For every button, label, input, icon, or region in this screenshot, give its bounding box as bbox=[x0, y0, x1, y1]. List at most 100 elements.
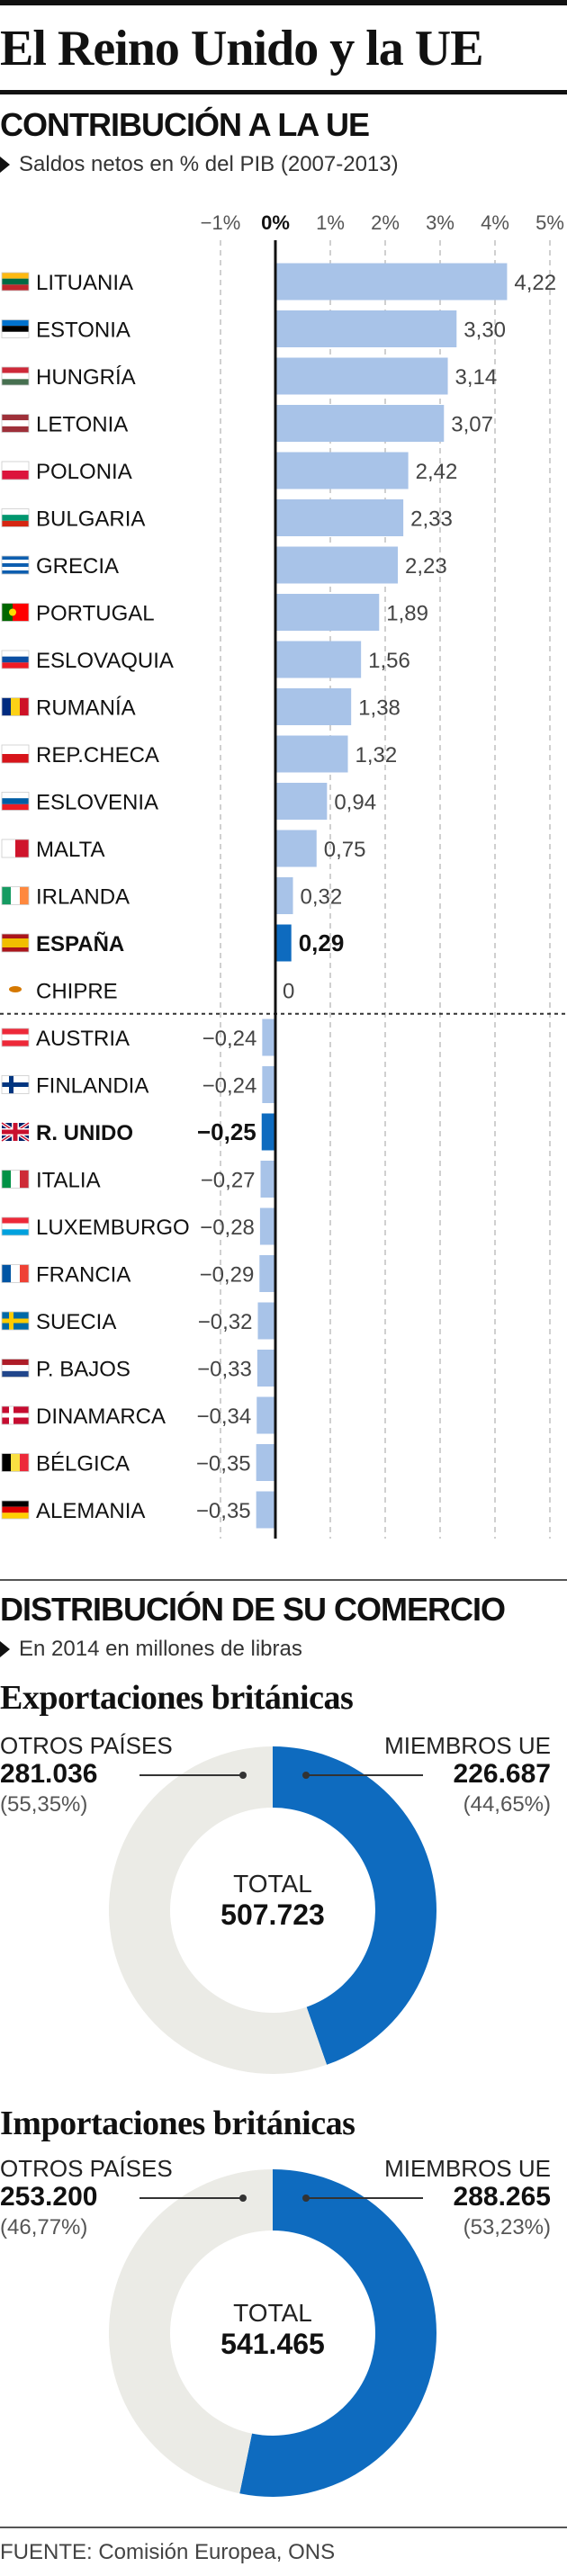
donut-slice-eu bbox=[239, 2169, 436, 2497]
uk-flag bbox=[0, 1121, 31, 1143]
value-label: 3,14 bbox=[455, 365, 498, 390]
category-label: FRANCIA bbox=[36, 1263, 130, 1288]
bar bbox=[275, 641, 362, 678]
donut-slice-eu bbox=[273, 1746, 437, 2065]
italy-flag bbox=[1, 1170, 30, 1189]
category-label: ESTONIA bbox=[36, 319, 130, 343]
bar bbox=[275, 924, 292, 962]
value-label: 1,56 bbox=[368, 649, 410, 673]
value-label: −0,32 bbox=[198, 1310, 253, 1334]
bar bbox=[275, 877, 293, 914]
bar bbox=[275, 310, 457, 347]
bar bbox=[256, 1396, 275, 1434]
donut-slice-others bbox=[108, 2169, 273, 2494]
value-label: −0,24 bbox=[202, 1027, 257, 1051]
imports-donut-chart bbox=[108, 2169, 436, 2497]
bar bbox=[275, 830, 317, 867]
category-label: REP.CHECA bbox=[36, 743, 159, 767]
exports-donut-chart bbox=[109, 1746, 437, 2074]
category-label: LUXEMBURGO bbox=[36, 1216, 190, 1240]
value-label: 2,42 bbox=[416, 460, 458, 484]
value-label: 0,94 bbox=[334, 791, 376, 815]
category-label: BULGARIA bbox=[36, 507, 145, 532]
triangle-bullet-icon bbox=[0, 157, 10, 173]
value-label: 0,32 bbox=[301, 885, 343, 910]
leader-dot-eu bbox=[302, 1772, 310, 1779]
category-label: GRECIA bbox=[36, 554, 119, 579]
value-label: 1,89 bbox=[386, 602, 428, 626]
contribution-bar-chart: −1% 0% 1% 2% 3% 4% 5% LITUANIA 4,22 ESTONIA 3,30 HU… bbox=[0, 211, 567, 1539]
imports-title: Importaciones británicas bbox=[0, 2105, 356, 2142]
tick-label: 2% bbox=[371, 211, 400, 234]
bulgaria-flag bbox=[1, 508, 30, 527]
category-label: DINAMARCA bbox=[36, 1405, 166, 1429]
exports-others-name: OTROS PAÍSES bbox=[0, 1732, 173, 1759]
tick-label: 0% bbox=[261, 211, 290, 234]
exports-others-pct: (55,35%) bbox=[0, 1792, 88, 1817]
category-label: SUECIA bbox=[36, 1310, 116, 1334]
section-divider bbox=[0, 1579, 567, 1581]
headline-rule bbox=[0, 90, 567, 94]
value-label: −0,33 bbox=[197, 1358, 252, 1382]
category-label: ALEMANIA bbox=[36, 1499, 145, 1523]
value-label: −0,35 bbox=[196, 1452, 251, 1476]
leader-dot-others bbox=[239, 1772, 247, 1779]
slovakia-flag bbox=[1, 650, 30, 669]
ireland-flag bbox=[1, 886, 30, 905]
top-rule bbox=[0, 0, 567, 5]
portugal-flag bbox=[1, 603, 30, 622]
bar bbox=[275, 357, 448, 395]
imports-total: TOTAL 541.465 bbox=[183, 2299, 363, 2360]
exports-others-value: 281.036 bbox=[0, 1759, 98, 1789]
value-label: 1,32 bbox=[356, 743, 398, 767]
value-label: 2,23 bbox=[405, 554, 447, 579]
category-label: CHIPRE bbox=[36, 980, 118, 1004]
category-label: LETONIA bbox=[36, 413, 128, 437]
tick-label: 4% bbox=[481, 211, 509, 234]
bar bbox=[275, 688, 352, 725]
hungary-flag bbox=[1, 366, 30, 386]
trade-subtitle: En 2014 en millones de libras bbox=[0, 1636, 302, 1663]
value-label: 0,75 bbox=[324, 838, 366, 862]
bar bbox=[275, 735, 348, 773]
belgium-flag bbox=[1, 1453, 30, 1472]
denmark-flag bbox=[1, 1405, 30, 1425]
value-label: 3,07 bbox=[451, 413, 493, 437]
malta-flag bbox=[1, 839, 30, 858]
contribution-title: CONTRIBUCIÓN A LA UE bbox=[0, 106, 370, 143]
imports-others-value: 253.200 bbox=[0, 2182, 98, 2212]
bar bbox=[275, 499, 404, 536]
leader-dot-eu bbox=[302, 2195, 310, 2202]
bar bbox=[262, 1066, 275, 1103]
exports-total: TOTAL 507.723 bbox=[183, 1870, 363, 1931]
category-label: RUMANÍA bbox=[36, 696, 136, 721]
finland-flag bbox=[1, 1075, 30, 1094]
tick-label: 3% bbox=[426, 211, 454, 234]
czech-flag bbox=[1, 744, 30, 764]
category-label: ESLOVENIA bbox=[36, 791, 158, 815]
tick-label: 5% bbox=[536, 211, 564, 234]
value-label: 0 bbox=[283, 980, 294, 1004]
value-label: −0,28 bbox=[200, 1216, 255, 1240]
bar bbox=[262, 1019, 275, 1056]
category-label: R. UNIDO bbox=[36, 1121, 133, 1145]
bar bbox=[275, 783, 328, 820]
value-label: 3,30 bbox=[464, 319, 506, 343]
exports-eu-name: MIEMBROS UE bbox=[384, 1732, 551, 1759]
austria-flag bbox=[1, 1028, 30, 1047]
greece-flag bbox=[1, 555, 30, 575]
contribution-subtitle-text: Saldos netos en % del PIB (2007-2013) bbox=[19, 152, 399, 176]
donut-slice-others bbox=[109, 1746, 328, 2074]
value-label: −0,35 bbox=[196, 1499, 251, 1523]
exports-total-value: 507.723 bbox=[220, 1898, 325, 1931]
tick-label: −1% bbox=[201, 211, 241, 234]
leader-dot-others bbox=[239, 2195, 247, 2202]
category-label: POLONIA bbox=[36, 460, 132, 484]
category-label: PORTUGAL bbox=[36, 602, 155, 626]
romania-flag bbox=[1, 697, 30, 716]
imports-others-pct: (46,77%) bbox=[0, 2215, 88, 2239]
exports-total-label: TOTAL bbox=[233, 1870, 312, 1898]
imports-eu-value: 288.265 bbox=[453, 2182, 551, 2212]
lithuania-flag bbox=[1, 272, 30, 292]
category-label: ESPAÑA bbox=[36, 931, 124, 956]
